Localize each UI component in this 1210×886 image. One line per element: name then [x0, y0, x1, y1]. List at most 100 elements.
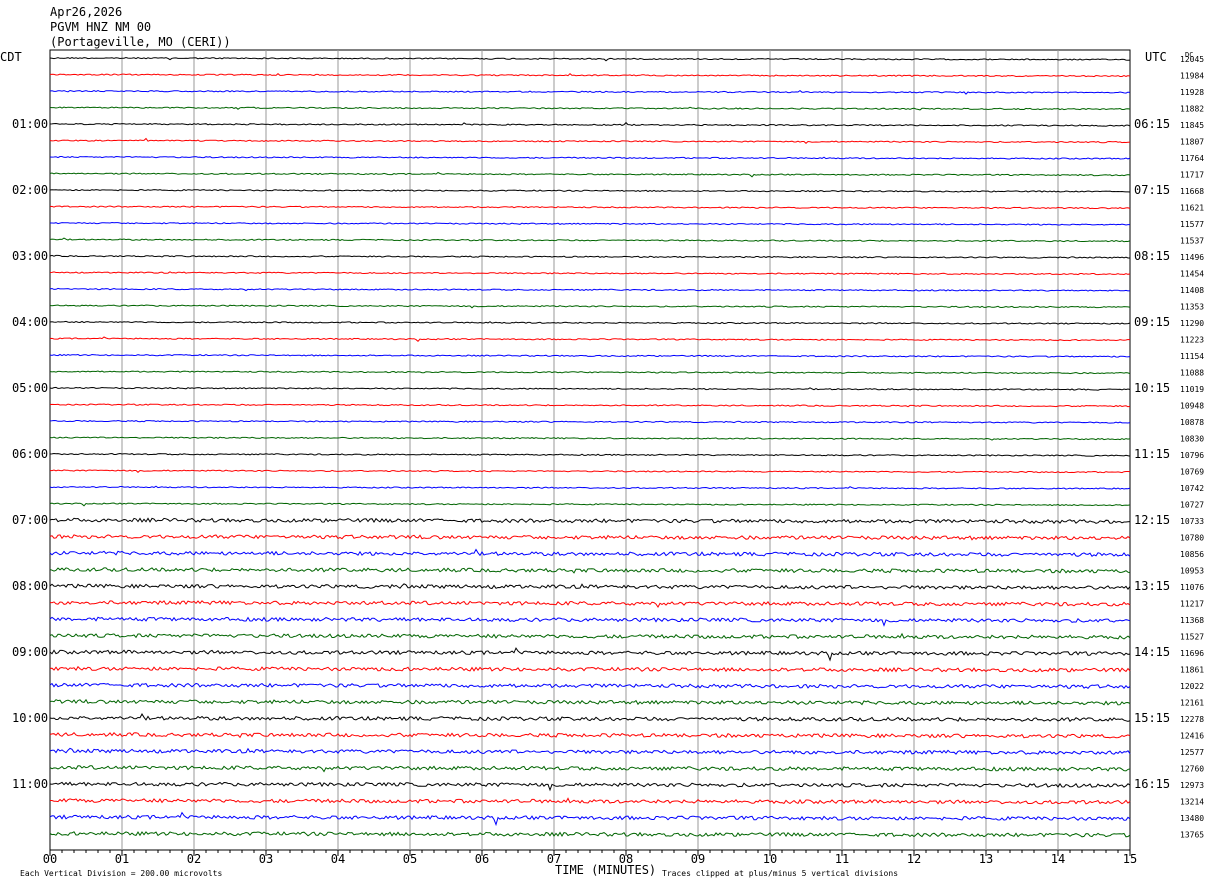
x-tick-label: 07 [547, 852, 561, 866]
header-station: PGVM HNZ NM 00 [50, 20, 152, 34]
trace-line [49, 811, 1131, 827]
right-hour-label: 12:15 [1134, 513, 1170, 527]
x-tick-label: 02 [187, 852, 201, 866]
trace-line [49, 89, 1131, 95]
trace-line [49, 73, 1131, 78]
right-hour-label: 10:15 [1134, 381, 1170, 395]
trace-line [49, 502, 1131, 507]
dc-offset-label: 10948 [1180, 402, 1204, 411]
dc-offset-label: 10856 [1180, 550, 1204, 559]
x-tick-label: 12 [907, 852, 921, 866]
dc-offset-label: 11076 [1180, 583, 1204, 592]
trace-line [49, 765, 1131, 773]
x-tick-label: 13 [979, 852, 993, 866]
x-tick-label: 03 [259, 852, 273, 866]
trace-line [49, 386, 1131, 391]
trace-line [49, 237, 1131, 243]
dc-offset-label: 12278 [1180, 715, 1204, 724]
trace-line [49, 171, 1131, 178]
trace-line [50, 221, 1130, 226]
trace-line [49, 436, 1131, 441]
right-hour-label: 13:15 [1134, 579, 1170, 593]
trace-line [49, 419, 1131, 424]
trace-line [49, 583, 1131, 591]
trace-line [49, 287, 1131, 292]
left-hour-label: 07:00 [12, 513, 48, 527]
header-date: Apr26,2026 [50, 5, 123, 19]
dc-offset-label: 11577 [1180, 220, 1204, 229]
dc-offset-label: 11861 [1180, 666, 1204, 675]
dc-offset-label: 11696 [1180, 649, 1204, 658]
trace-line [49, 254, 1130, 259]
left-hour-labels: 01:00 02:00 03:00 04:00 05:00 06:00 07:00 08:00… [12, 117, 48, 791]
trace-line [49, 632, 1131, 640]
dc-offset-label: 12161 [1180, 699, 1204, 708]
left-hour-label: 08:00 [12, 579, 48, 593]
trace-line [49, 320, 1131, 325]
dc-offset-label: 11223 [1180, 336, 1204, 345]
trace-line [49, 616, 1131, 627]
dc-offset-label: 10727 [1180, 501, 1204, 510]
dc-offset-label: 11290 [1180, 319, 1204, 328]
trace-line [49, 485, 1131, 490]
trace-line [49, 647, 1131, 662]
dc-offset-label: 10796 [1180, 451, 1204, 460]
trace-line [49, 698, 1131, 706]
trace-line [49, 353, 1131, 358]
trace-line [49, 403, 1131, 408]
trace-line [49, 452, 1131, 457]
trace-line [49, 205, 1131, 210]
trace-line [49, 271, 1131, 276]
trace-line [49, 682, 1131, 689]
dc-offset-label: 11984 [1180, 72, 1204, 81]
dc-offset-label: 13480 [1180, 814, 1204, 823]
right-hour-label: 14:15 [1134, 645, 1170, 659]
trace-line [49, 56, 1131, 62]
trace-line [49, 189, 1131, 193]
trace-line [49, 121, 1131, 127]
dc-offset-label: 13214 [1180, 798, 1204, 807]
clip-note: Traces clipped at plus/minus 5 vertical … [662, 869, 898, 878]
scale-note: Each Vertical Division = 200.00 microvol… [20, 869, 222, 878]
x-tick-label: 04 [331, 852, 345, 866]
trace-line [49, 665, 1131, 673]
dc-offset-label: 11717 [1180, 171, 1204, 180]
x-tick-label: 08 [619, 852, 633, 866]
trace-line [49, 370, 1131, 375]
dc-offset-label: 10769 [1180, 468, 1204, 477]
left-hour-label: 11:00 [12, 777, 48, 791]
right-hour-label: 16:15 [1134, 777, 1170, 791]
x-tick-label: 10 [763, 852, 777, 866]
dc-offset-label: 10830 [1180, 435, 1204, 444]
trace-line [49, 517, 1131, 524]
trace-line [49, 304, 1131, 309]
dc-offset-label: 10953 [1180, 567, 1204, 576]
right-hour-labels: 06:15 07:15 08:15 09:15 10:15 11:15 12:15 13:15… [1134, 117, 1170, 791]
x-tick-label: 00 [43, 852, 57, 866]
trace-line [49, 747, 1131, 756]
left-hour-label: 01:00 [12, 117, 48, 131]
dc-offset-label: 12416 [1180, 732, 1204, 741]
dc-offset-label: 12045 [1180, 55, 1204, 64]
dc-offset-label: 13765 [1180, 831, 1204, 840]
left-hour-label: 09:00 [12, 645, 48, 659]
left-hour-label: 06:00 [12, 447, 48, 461]
right-hour-label: 07:15 [1134, 183, 1170, 197]
left-hour-label: 10:00 [12, 711, 48, 725]
dc-offset-label: 11807 [1180, 138, 1204, 147]
trace-line [49, 534, 1131, 541]
trace-line [49, 600, 1131, 608]
right-timezone-label: UTC [1145, 50, 1167, 64]
left-hour-label: 04:00 [12, 315, 48, 329]
dc-offset-label: 10878 [1180, 418, 1204, 427]
trace-line [49, 567, 1131, 574]
trace-line [49, 137, 1131, 144]
trace-group [49, 56, 1131, 838]
right-hour-label: 08:15 [1134, 249, 1170, 263]
dc-offset-label: 11882 [1180, 105, 1204, 114]
x-tick-label: 11 [835, 852, 849, 866]
dc-offset-label: 11088 [1180, 369, 1204, 378]
dc-offset-label: 12760 [1180, 765, 1204, 774]
trace-line [49, 731, 1131, 739]
